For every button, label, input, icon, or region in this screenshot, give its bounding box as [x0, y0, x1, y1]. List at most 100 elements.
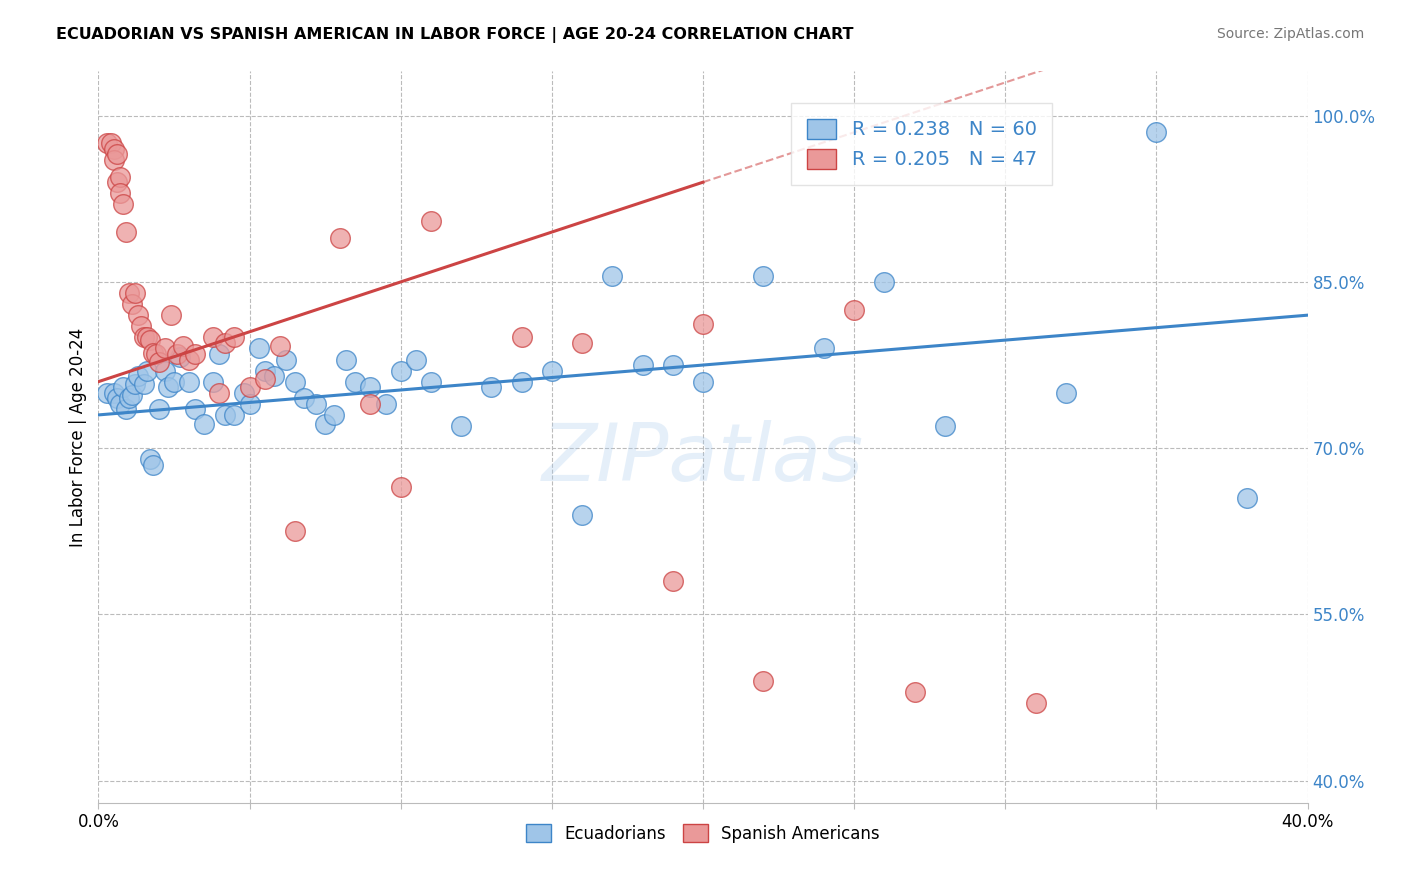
Point	[118, 392, 141, 406]
Point	[139, 333, 162, 347]
Point	[124, 285, 146, 300]
Point	[904, 685, 927, 699]
Point	[274, 352, 297, 367]
Point	[224, 330, 246, 344]
Point	[153, 342, 176, 356]
Point	[661, 358, 683, 372]
Point	[129, 319, 152, 334]
Point	[510, 330, 533, 344]
Point	[124, 376, 146, 391]
Point	[214, 408, 236, 422]
Point	[253, 372, 276, 386]
Point	[179, 375, 201, 389]
Point	[232, 385, 254, 400]
Point	[156, 380, 179, 394]
Point	[752, 269, 775, 284]
Point	[692, 375, 714, 389]
Point	[405, 352, 427, 367]
Point	[103, 385, 125, 400]
Point	[96, 136, 118, 151]
Point	[184, 402, 207, 417]
Point	[105, 175, 128, 189]
Point	[169, 351, 191, 365]
Point	[344, 375, 367, 389]
Point	[1054, 385, 1077, 400]
Point	[132, 376, 155, 391]
Point	[96, 385, 118, 400]
Point	[253, 363, 276, 377]
Point	[420, 375, 443, 389]
Point	[148, 355, 170, 369]
Point	[121, 388, 143, 402]
Point	[934, 419, 956, 434]
Point	[284, 375, 307, 389]
Point	[360, 397, 382, 411]
Point	[1024, 696, 1046, 710]
Point	[873, 275, 896, 289]
Text: Source: ZipAtlas.com: Source: ZipAtlas.com	[1216, 27, 1364, 41]
Legend: Ecuadorians, Spanish Americans: Ecuadorians, Spanish Americans	[520, 818, 886, 849]
Point	[145, 347, 167, 361]
Point	[224, 408, 246, 422]
Point	[103, 142, 125, 156]
Point	[208, 347, 231, 361]
Point	[510, 375, 533, 389]
Point	[661, 574, 683, 589]
Point	[193, 417, 215, 431]
Point	[142, 346, 165, 360]
Point	[105, 147, 128, 161]
Point	[692, 317, 714, 331]
Point	[114, 402, 136, 417]
Point	[374, 397, 396, 411]
Point	[602, 269, 624, 284]
Point	[323, 408, 346, 422]
Point	[314, 417, 336, 431]
Point	[105, 392, 128, 406]
Point	[263, 369, 285, 384]
Point	[1144, 125, 1167, 139]
Y-axis label: In Labor Force | Age 20-24: In Labor Force | Age 20-24	[69, 327, 87, 547]
Point	[420, 214, 443, 228]
Point	[450, 419, 472, 434]
Point	[111, 197, 134, 211]
Point	[179, 352, 201, 367]
Point	[752, 673, 775, 688]
Point	[139, 452, 162, 467]
Point	[481, 380, 503, 394]
Point	[118, 285, 141, 300]
Point	[103, 153, 125, 167]
Point	[108, 397, 131, 411]
Point	[127, 369, 149, 384]
Point	[269, 339, 291, 353]
Point	[166, 347, 188, 361]
Point	[360, 380, 382, 394]
Point	[127, 308, 149, 322]
Text: ECUADORIAN VS SPANISH AMERICAN IN LABOR FORCE | AGE 20-24 CORRELATION CHART: ECUADORIAN VS SPANISH AMERICAN IN LABOR …	[56, 27, 853, 43]
Point	[108, 169, 131, 184]
Point	[389, 480, 412, 494]
Point	[108, 186, 131, 201]
Point	[202, 375, 225, 389]
Point	[540, 363, 562, 377]
Point	[631, 358, 654, 372]
Point	[208, 385, 231, 400]
Point	[202, 330, 225, 344]
Point	[239, 380, 262, 394]
Point	[571, 508, 593, 522]
Point	[148, 402, 170, 417]
Point	[329, 230, 352, 244]
Point	[1236, 491, 1258, 505]
Point	[239, 397, 262, 411]
Point	[844, 302, 866, 317]
Point	[184, 347, 207, 361]
Point	[153, 363, 176, 377]
Point	[247, 342, 270, 356]
Point	[571, 335, 593, 350]
Point	[100, 136, 122, 151]
Point	[305, 397, 328, 411]
Point	[121, 297, 143, 311]
Point	[214, 335, 236, 350]
Point	[389, 363, 412, 377]
Point	[292, 392, 315, 406]
Point	[163, 375, 186, 389]
